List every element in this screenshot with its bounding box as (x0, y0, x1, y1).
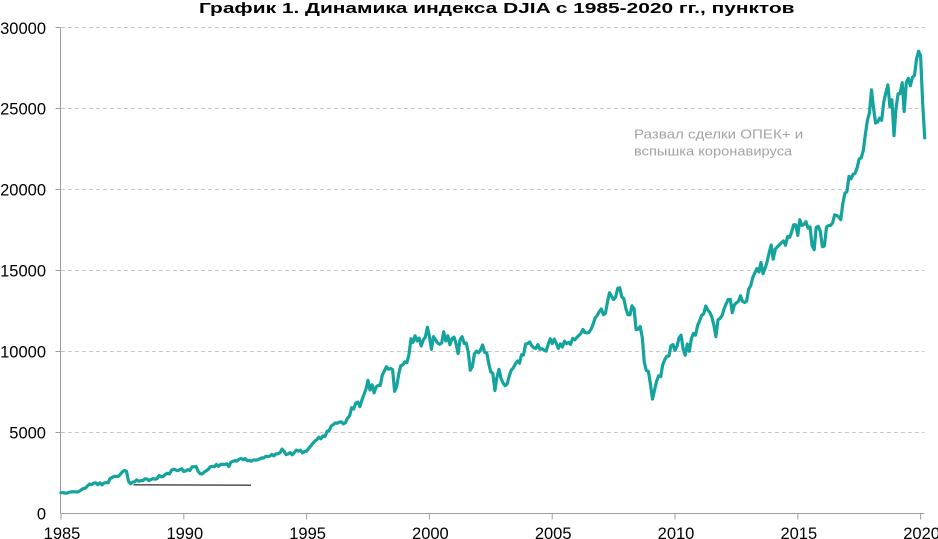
svg-text:5000: 5000 (9, 425, 46, 443)
svg-text:График 1. Динамика индекса DJI: График 1. Динамика индекса DJIA с 1985-2… (199, 0, 795, 17)
svg-text:0: 0 (37, 506, 46, 524)
svg-text:1990: 1990 (166, 525, 203, 539)
svg-text:15000: 15000 (0, 263, 46, 281)
svg-text:2020: 2020 (903, 525, 938, 539)
svg-text:2010: 2010 (658, 525, 695, 539)
svg-text:20000: 20000 (0, 182, 46, 200)
svg-text:1995: 1995 (289, 525, 326, 539)
svg-text:2015: 2015 (780, 525, 817, 539)
svg-text:2000: 2000 (412, 525, 449, 539)
svg-text:вспышка коронавируса: вспышка коронавируса (634, 144, 793, 159)
svg-text:25000: 25000 (0, 101, 46, 119)
svg-text:Развал сделки ОПЕК+ и: Развал сделки ОПЕК+ и (634, 127, 803, 142)
svg-text:2005: 2005 (535, 525, 572, 539)
svg-text:1985: 1985 (44, 525, 81, 539)
svg-text:10000: 10000 (0, 344, 46, 362)
svg-text:30000: 30000 (0, 20, 46, 38)
